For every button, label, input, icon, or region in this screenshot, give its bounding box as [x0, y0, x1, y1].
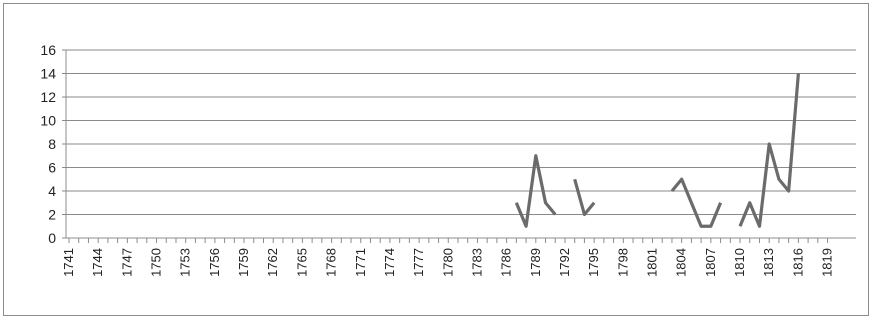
y-tick-label: 4 — [48, 183, 56, 199]
series-line-segment-2 — [573, 178, 596, 217]
x-tick-label: 1816 — [790, 248, 805, 277]
x-tick-label: 1810 — [732, 248, 747, 277]
x-tick-label: 1795 — [586, 248, 601, 277]
x-tick-label: 1780 — [440, 248, 455, 277]
x-tick-label: 1753 — [178, 248, 193, 277]
grid-lines — [62, 49, 856, 239]
y-tick-label: 0 — [48, 230, 56, 246]
y-tick-label: 10 — [40, 113, 56, 129]
series-layer — [514, 73, 800, 228]
x-tick-label: 1807 — [703, 248, 718, 277]
x-tick-label: 1783 — [469, 248, 484, 277]
x-tick-label: 1750 — [149, 248, 164, 277]
series-line-segment-3 — [670, 177, 723, 228]
x-tick-label: 1756 — [207, 248, 222, 277]
x-tick-label: 1744 — [90, 248, 105, 277]
x-tick-label: 1747 — [119, 248, 134, 277]
y-tick-label: 12 — [40, 89, 56, 105]
x-tick-label: 1801 — [645, 248, 660, 277]
y-tick-label: 2 — [48, 207, 56, 223]
x-tick-label: 1804 — [674, 248, 689, 277]
series-line-segment-4 — [738, 73, 800, 228]
x-tick-label: 1798 — [615, 248, 630, 277]
x-tick-label: 1774 — [382, 248, 397, 277]
x-tick-label: 1762 — [265, 248, 280, 277]
series-line-segment-1 — [514, 154, 557, 228]
x-axis — [65, 50, 829, 243]
x-tick-label: 1771 — [353, 248, 368, 277]
x-tick-label: 1765 — [294, 248, 309, 277]
x-tick-label: 1786 — [499, 248, 514, 277]
x-tick-label: 1777 — [411, 248, 426, 277]
y-tick-label: 8 — [48, 136, 56, 152]
x-tick-label: 1813 — [761, 248, 776, 277]
x-tick-label: 1819 — [820, 248, 835, 277]
x-tick-label: 1741 — [61, 248, 76, 277]
x-tick-label: 1792 — [557, 248, 572, 277]
y-tick-label: 14 — [40, 66, 56, 82]
y-tick-label: 16 — [40, 42, 56, 58]
y-axis: 0 2 4 6 8 10 12 14 16 — [40, 42, 56, 246]
x-axis-labels: 1741 1744 1747 1750 1753 1756 1759 1762 1765 1768… — [61, 248, 835, 277]
x-tick-label: 1759 — [236, 248, 251, 277]
x-tick-label: 1789 — [528, 248, 543, 277]
y-tick-label: 6 — [48, 160, 56, 176]
x-tick-label: 1768 — [324, 248, 339, 277]
chart-frame — [3, 3, 869, 316]
